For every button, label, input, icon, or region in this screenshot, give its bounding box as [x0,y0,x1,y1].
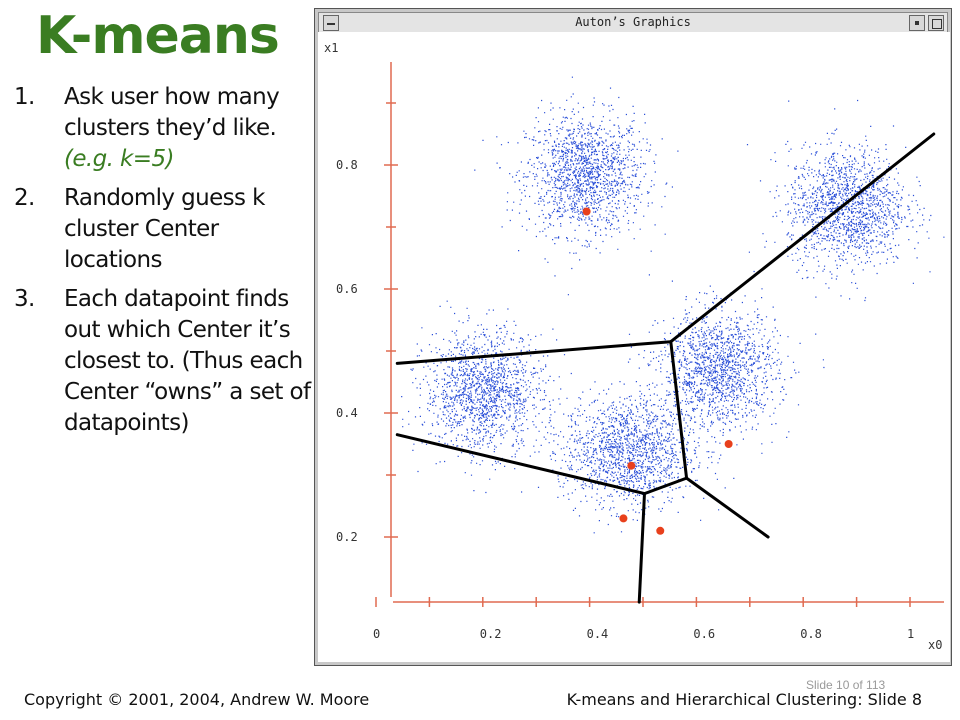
step-text: Each datapoint finds out which Center it… [64,286,311,436]
voronoi-boundary [395,433,646,496]
x-tick-label: 0.2 [480,627,502,641]
datapoint-cloud [746,99,945,302]
step-number: 3. [14,286,35,312]
step-3: 3. Each datapoint finds out which Center… [14,284,314,439]
step-text: Randomly guess k cluster Center location… [64,185,265,273]
x-tick-label: 0.6 [693,627,715,641]
slide-number: Slide 10 of 113 [806,678,886,692]
cluster-boundaries [395,132,936,604]
voronoi-boundary [395,340,673,365]
copyright-footer: Copyright © 2001, 2004, Andrew W. Moore [24,690,370,709]
voronoi-boundary [642,476,689,496]
datapoints [401,76,945,534]
voronoi-boundary [637,492,646,604]
window-title: Auton’s Graphics [575,15,691,29]
cluster-points-1 [474,76,679,296]
y-tick-label: 0.6 [336,282,358,296]
y-tick-label: 0.8 [336,158,358,172]
step-2: 2. Randomly guess k cluster Center locat… [14,183,314,276]
datapoint-cloud [474,76,679,296]
x-tick-label: 0 [373,627,380,641]
step-1: 1. Ask user how many clusters they’d lik… [14,82,314,175]
cluster-points-3 [401,300,611,494]
minimize-button[interactable] [909,15,925,31]
cluster-points-4 [626,241,825,459]
steps-list: 1. Ask user how many clusters they’d lik… [14,82,314,447]
y-tick-label: 0.4 [336,406,358,420]
cluster-center [627,461,636,470]
cluster-centers [582,207,733,535]
step-text: Ask user how many clusters they’d like. [64,84,280,141]
maximize-button[interactable] [928,15,944,31]
x-tick-label: 0.4 [587,627,609,641]
x-axis-label: x0 [928,638,942,652]
window-titlebar[interactable]: Auton’s Graphics [318,12,948,34]
plot-area: 0 0.2 0.4 0.6 0.8 1 0.2 0.4 0.6 0.8 x1 x0 [318,32,950,662]
cluster-center [724,440,733,448]
step-example: (e.g. k=5) [64,146,174,172]
voronoi-boundary [669,132,936,344]
datapoint-cloud [401,300,611,494]
axes: 0 0.2 0.4 0.6 0.8 1 0.2 0.4 0.6 0.8 [336,62,944,641]
cluster-center [582,207,591,216]
x-tick-label: 1 [907,627,914,641]
step-number: 1. [14,84,35,110]
cluster-center [619,514,628,523]
kmeans-scatter-plot: 0 0.2 0.4 0.6 0.8 1 0.2 0.4 0.6 0.8 x1 x0 [324,41,945,652]
voronoi-boundary [669,340,689,480]
step-number: 2. [14,185,35,211]
datapoint-cloud [626,241,825,459]
slide-footer-title: K-means and Hierarchical Clustering: Sli… [566,690,922,709]
y-tick-label: 0.2 [336,530,358,544]
x-tick-label: 0.8 [800,627,822,641]
cluster-center [656,526,665,535]
window-menu-button[interactable] [323,15,339,31]
voronoi-boundary [685,476,770,539]
slide-title: K-means [36,6,280,66]
cluster-points-2 [746,99,945,302]
y-axis-label: x1 [324,41,338,55]
